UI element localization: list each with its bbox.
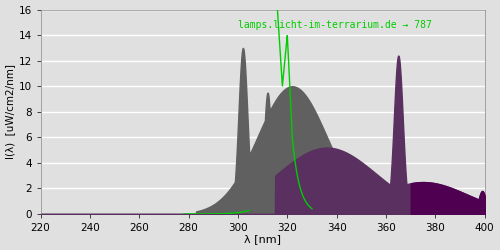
Text: lamps.licht-im-terrarium.de → 787: lamps.licht-im-terrarium.de → 787: [238, 20, 432, 30]
X-axis label: λ [nm]: λ [nm]: [244, 234, 281, 244]
Y-axis label: I(λ)  [uW/cm2/nm]: I(λ) [uW/cm2/nm]: [6, 64, 16, 159]
